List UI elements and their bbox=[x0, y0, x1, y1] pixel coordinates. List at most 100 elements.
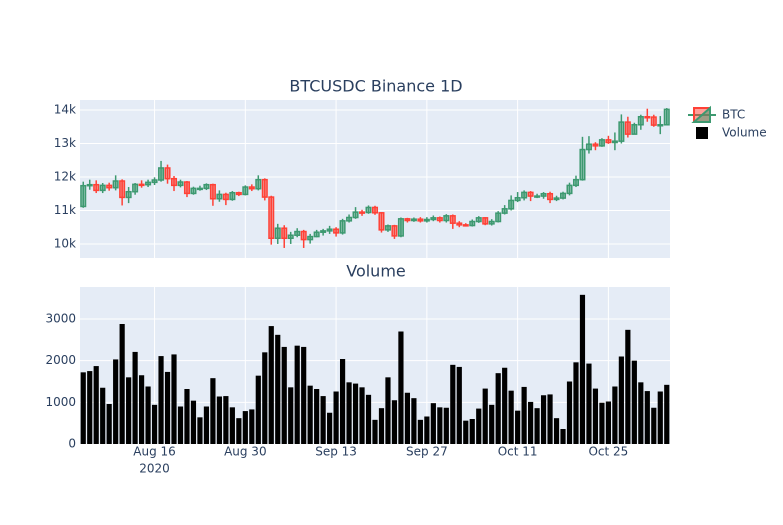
bar bbox=[339, 359, 346, 444]
bar bbox=[171, 354, 177, 444]
candle-body bbox=[158, 167, 165, 181]
candle-body bbox=[592, 143, 599, 147]
bar bbox=[540, 395, 547, 444]
candle-body bbox=[119, 180, 126, 199]
y-tick-label: 1000 bbox=[45, 395, 76, 409]
candle-body bbox=[650, 116, 657, 126]
candle-body bbox=[242, 186, 249, 196]
candle-body bbox=[644, 115, 651, 119]
y-tick-label: 3000 bbox=[45, 312, 76, 326]
candle-body bbox=[371, 206, 379, 214]
candle-body bbox=[553, 197, 560, 201]
bar bbox=[489, 404, 495, 444]
bar bbox=[210, 378, 216, 444]
bar bbox=[385, 377, 391, 444]
candle-body bbox=[579, 148, 586, 181]
bar bbox=[255, 375, 261, 444]
candle-body bbox=[209, 183, 216, 200]
bar bbox=[515, 410, 521, 444]
bar bbox=[625, 329, 631, 444]
legend-swatch bbox=[691, 105, 711, 123]
candle-body bbox=[261, 178, 268, 198]
candle-body bbox=[99, 184, 106, 192]
legend: BTC Volume bbox=[688, 105, 767, 140]
candle-body bbox=[469, 220, 476, 227]
x-tick-label: Oct 25 bbox=[588, 445, 628, 459]
candle-body bbox=[229, 191, 236, 201]
candle-body bbox=[339, 220, 346, 234]
y-tick-label: 2000 bbox=[45, 353, 76, 367]
bar bbox=[631, 360, 637, 444]
chart-title: BTCUSDC Binance 1D bbox=[289, 77, 462, 96]
candle-body bbox=[294, 230, 301, 236]
candle-body bbox=[534, 195, 541, 198]
candle-body bbox=[235, 191, 242, 196]
candle-body bbox=[300, 230, 307, 241]
bar bbox=[106, 404, 112, 444]
bar bbox=[242, 411, 248, 444]
bar bbox=[262, 352, 268, 444]
candle-body bbox=[657, 124, 664, 127]
candle-body bbox=[624, 121, 631, 135]
y-tick-label: 12k bbox=[54, 169, 76, 183]
candle-body bbox=[488, 220, 495, 225]
bar bbox=[618, 356, 624, 444]
bar bbox=[502, 367, 508, 444]
bar bbox=[592, 388, 599, 444]
candle-body bbox=[93, 183, 100, 192]
candle-body bbox=[637, 115, 644, 126]
bar bbox=[288, 387, 294, 444]
candle-body bbox=[547, 192, 554, 201]
bar bbox=[469, 419, 475, 444]
bar bbox=[450, 364, 456, 444]
bar bbox=[657, 391, 663, 444]
candle-body bbox=[177, 181, 184, 187]
candle-body bbox=[281, 227, 288, 239]
legend-label[interactable]: BTC bbox=[722, 108, 745, 122]
bar bbox=[612, 386, 618, 444]
candle-body bbox=[585, 143, 592, 151]
bar bbox=[456, 366, 462, 444]
bar bbox=[132, 351, 138, 444]
candle-body bbox=[352, 211, 359, 219]
bar bbox=[281, 346, 287, 444]
bar bbox=[314, 389, 320, 444]
bar bbox=[411, 398, 417, 444]
candle-body bbox=[663, 108, 670, 126]
bar bbox=[184, 389, 190, 444]
bar bbox=[190, 400, 197, 444]
bar bbox=[521, 386, 527, 444]
bar bbox=[87, 371, 93, 444]
y-tick-label: 11k bbox=[54, 203, 76, 217]
candle-body bbox=[397, 218, 404, 237]
bar bbox=[126, 377, 132, 444]
legend-label[interactable]: Volume bbox=[722, 126, 767, 140]
candle-body bbox=[145, 181, 152, 186]
candle-body bbox=[566, 184, 573, 195]
candle-body bbox=[430, 217, 437, 221]
bar bbox=[599, 402, 605, 444]
bar bbox=[93, 366, 99, 444]
candle-body bbox=[605, 139, 612, 144]
x-tick-label: Oct 11 bbox=[498, 445, 538, 459]
grid bbox=[80, 100, 670, 258]
candle-body bbox=[86, 183, 93, 187]
candle-body bbox=[495, 212, 502, 223]
bar bbox=[197, 417, 203, 444]
bar bbox=[404, 392, 411, 444]
candle-body bbox=[359, 211, 366, 214]
candle-body bbox=[106, 184, 113, 189]
bar bbox=[113, 359, 119, 444]
bar bbox=[320, 396, 326, 444]
y-tick-label: 14k bbox=[54, 103, 76, 117]
bar bbox=[346, 382, 352, 444]
candle-body bbox=[611, 140, 618, 144]
bar bbox=[528, 401, 534, 444]
candle-body bbox=[456, 222, 463, 226]
bar bbox=[229, 407, 235, 444]
bar bbox=[372, 419, 378, 444]
bar bbox=[365, 394, 372, 444]
candle-body bbox=[410, 218, 417, 222]
x-tick-label: Aug 16 bbox=[133, 445, 176, 459]
y-tick-label: 13k bbox=[54, 136, 76, 150]
